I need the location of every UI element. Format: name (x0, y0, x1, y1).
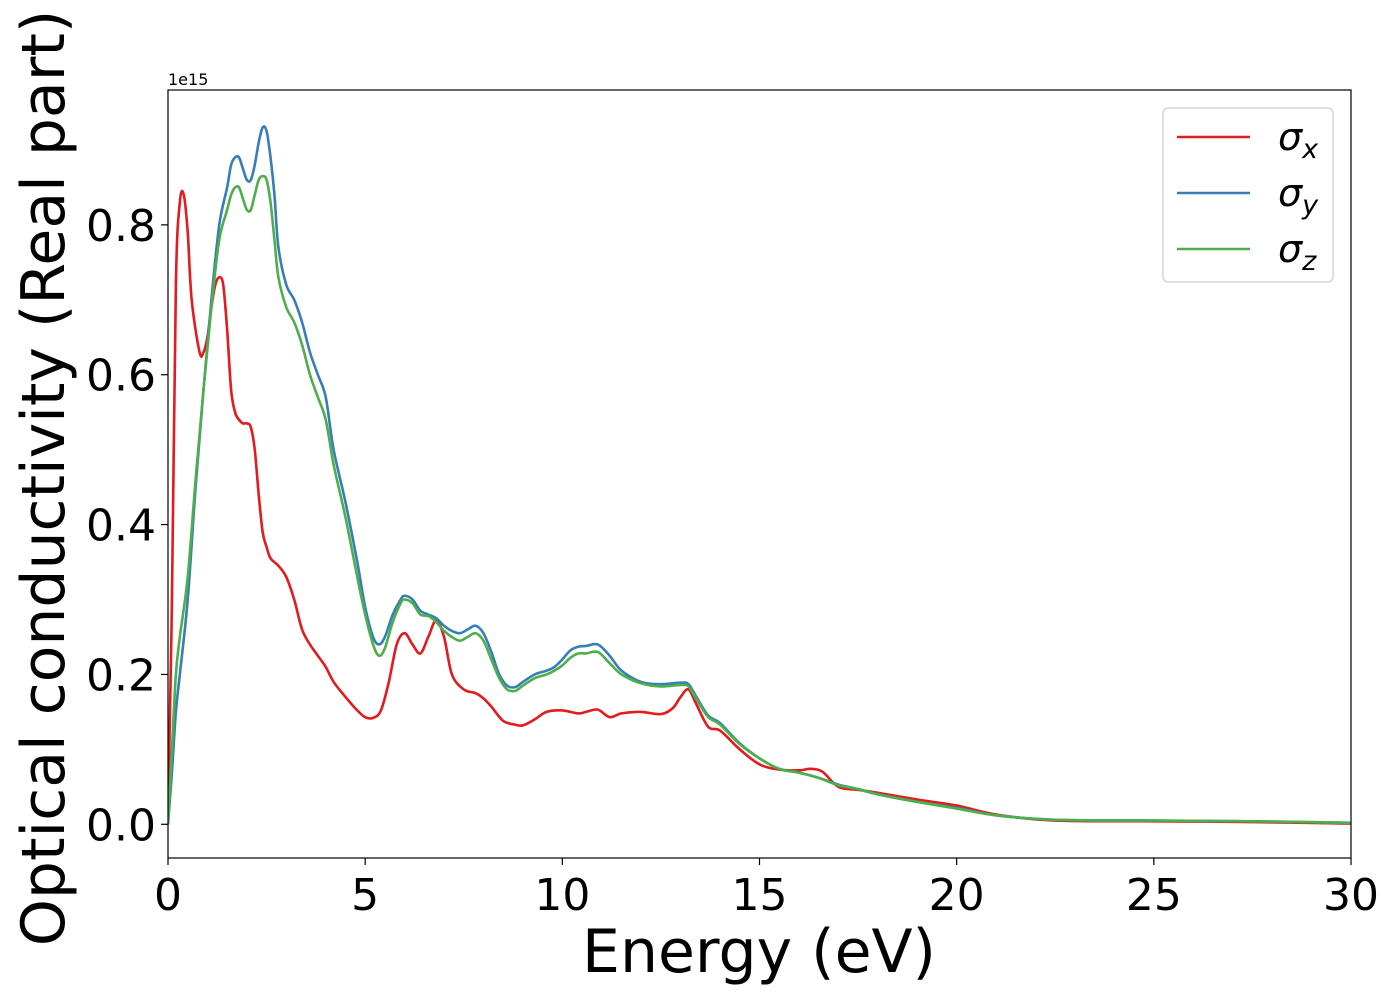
series-line-sigma-z (168, 174, 1351, 825)
y-tick-label: 0.4 (86, 501, 156, 552)
y-axis-ticks: 0.0 0.2 0.4 0.6 0.8 (86, 201, 168, 851)
legend-label-sigma-y: σy (1278, 171, 1319, 221)
y-axis-label: Optical conductivity (Real part) (9, 10, 79, 947)
x-tick-label: 10 (534, 870, 590, 921)
x-tick-label: 25 (1126, 870, 1182, 921)
y-offset-text: 1e15 (168, 70, 208, 89)
y-tick-label: 0.2 (86, 650, 156, 701)
x-tick-label: 30 (1323, 870, 1379, 921)
x-tick-label: 15 (732, 870, 788, 921)
x-axis-ticks: 0 5 10 15 20 25 30 (154, 858, 1379, 921)
legend-label-sigma-z: σz (1278, 227, 1317, 277)
series-line-sigma-x (168, 189, 1351, 825)
x-axis-label: Energy (eV) (582, 917, 936, 987)
legend-label-sigma-x: σx (1278, 115, 1319, 165)
legend: σx σy σz (1162, 107, 1334, 283)
legend-frame (1162, 107, 1334, 283)
x-tick-label: 20 (929, 870, 985, 921)
y-tick-label: 0.6 (86, 351, 156, 402)
y-tick-label: 0.0 (86, 800, 156, 851)
y-tick-label: 0.8 (86, 201, 156, 252)
legend-items: σx σy σz (1177, 115, 1319, 277)
series-layer (168, 125, 1351, 825)
x-tick-label: 0 (154, 870, 182, 921)
x-tick-label: 5 (351, 870, 379, 921)
